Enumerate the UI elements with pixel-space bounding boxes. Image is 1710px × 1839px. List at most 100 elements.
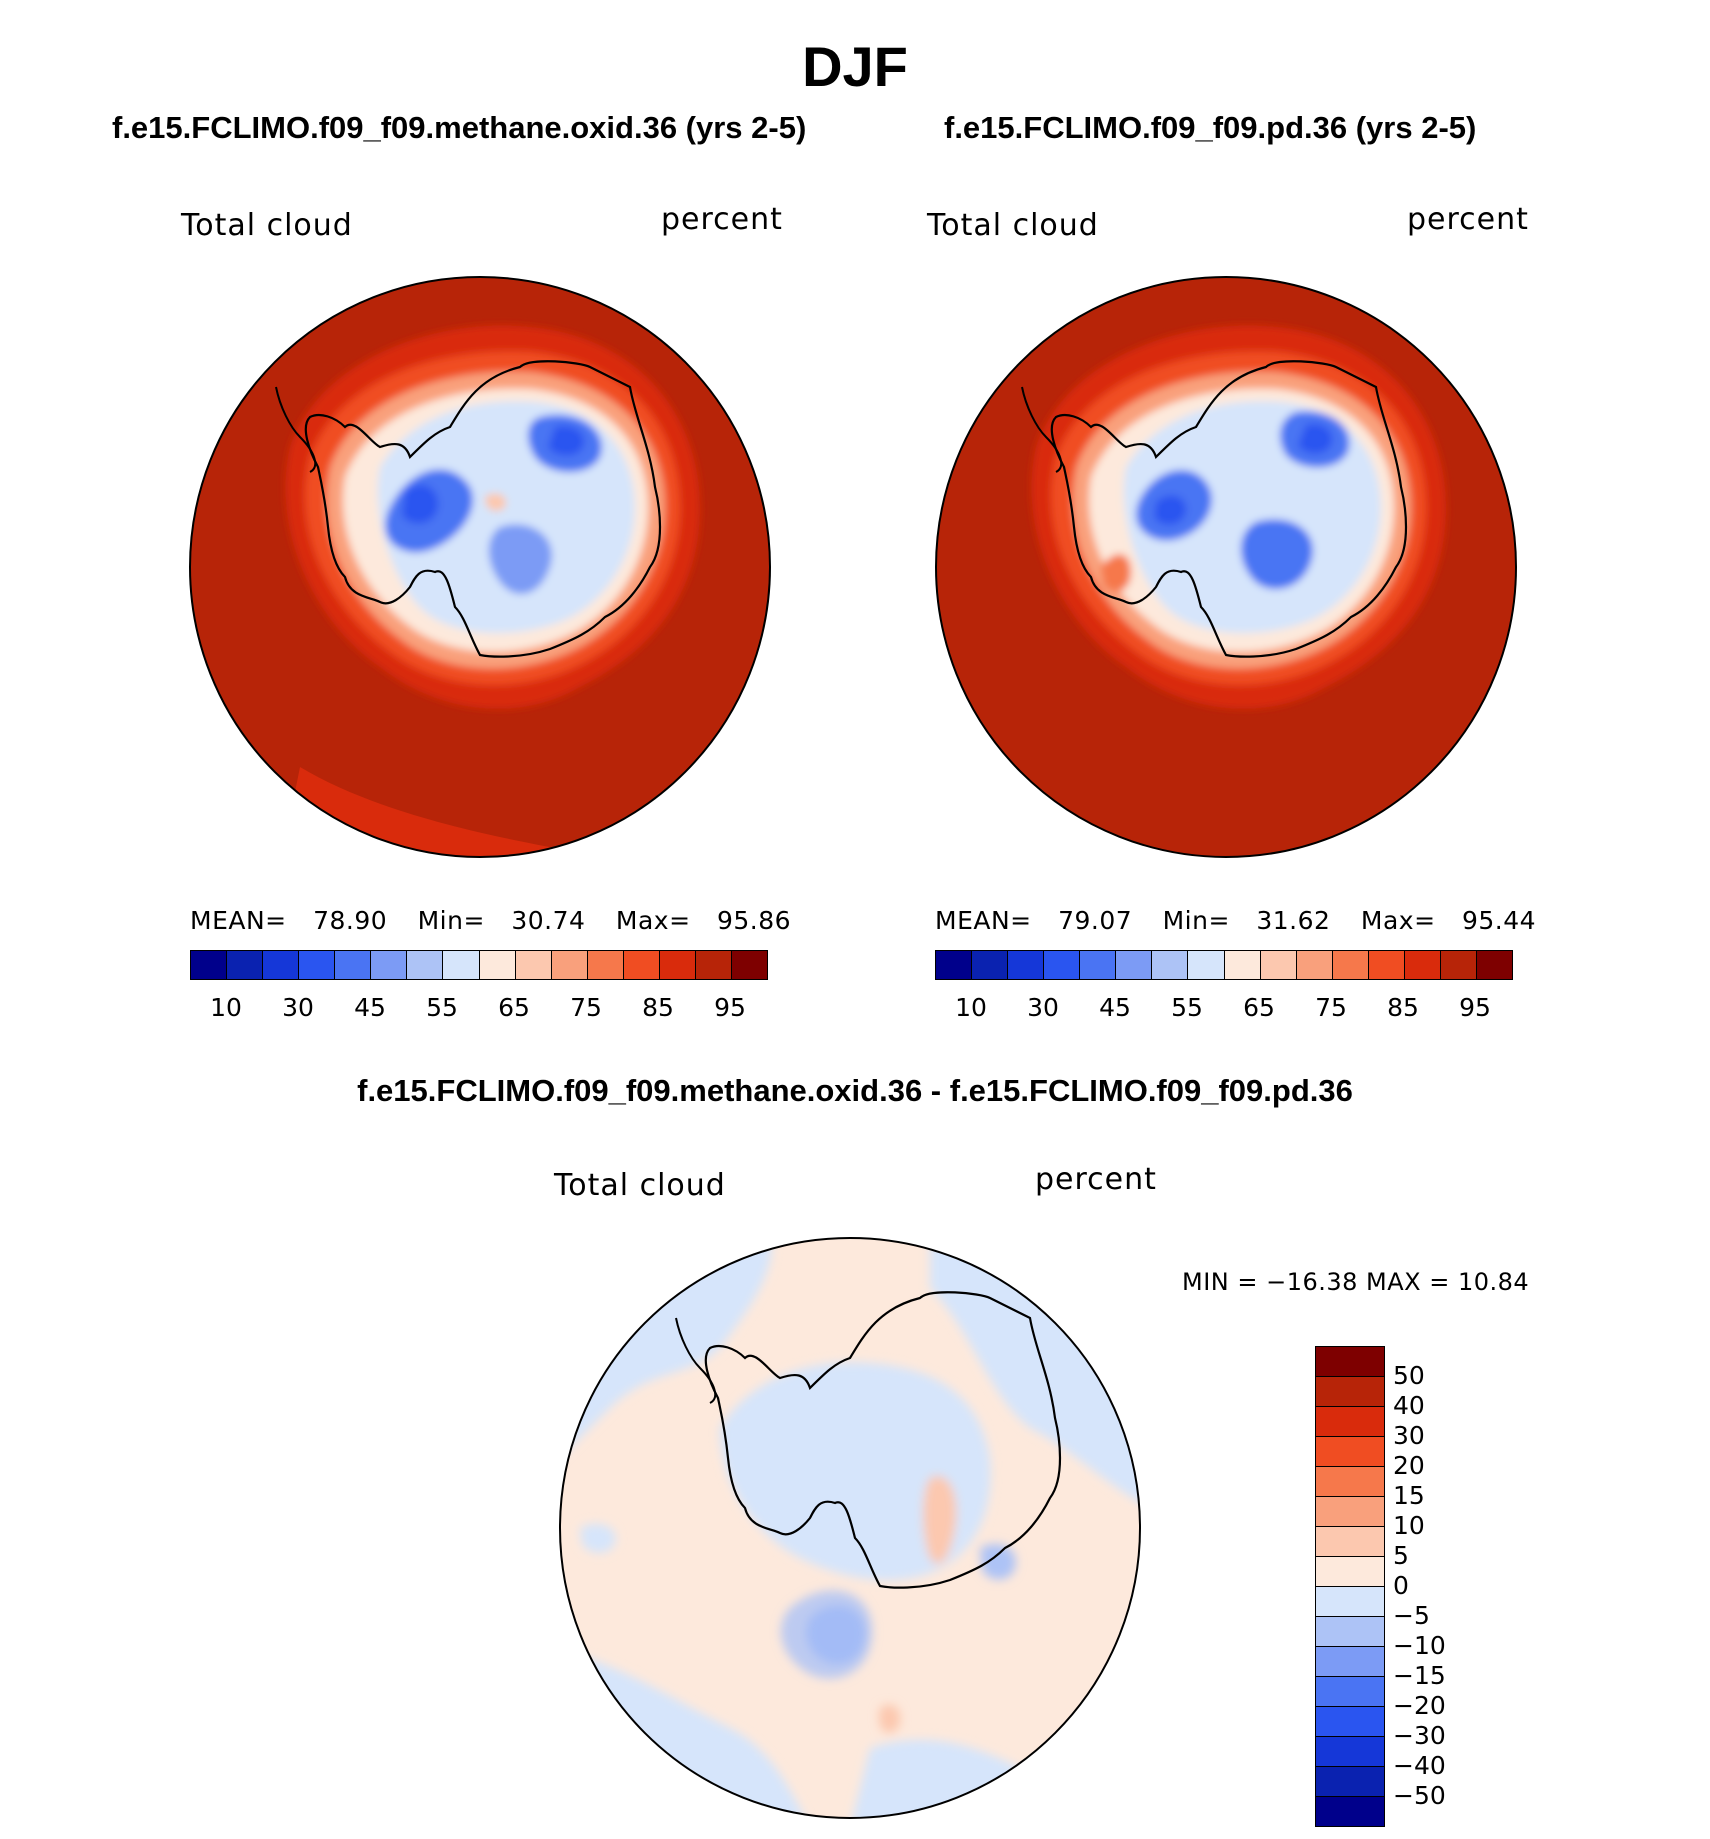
panel1-mean-label: MEAN= [190,906,287,935]
colorbar-tick-label: 30 [282,993,314,1022]
colorbar-swatch [1316,1767,1384,1797]
panel1-mean-value: 78.90 [313,906,388,935]
colorbar-swatch [1008,951,1045,979]
panel3-case-title: f.e15.FCLIMO.f09_f09.methane.oxid.36 - f… [357,1073,1353,1108]
colorbar-swatch [191,951,228,979]
panel1-polar-map [189,276,771,858]
colorbar-tick-label: 75 [570,993,602,1022]
colorbar-tick-label: −30 [1393,1721,1446,1750]
panel2-max-label: Max= [1360,906,1436,935]
colorbar-tick-label: 85 [642,993,674,1022]
colorbar-tick-label: 95 [714,993,746,1022]
panel3-polar-map [559,1237,1141,1819]
panel3-variable-label: Total cloud [554,1168,726,1203]
colorbar-tick-label: 65 [498,993,530,1022]
colorbar-swatch [1188,951,1225,979]
colorbar-swatch [1316,1587,1384,1617]
panel2-stats: MEAN= 79.07 Min= 31.62 Max= 95.44 [935,906,1536,935]
panel2-units-label: percent [1407,202,1529,237]
colorbar-swatch [1116,951,1153,979]
colorbar-swatch [551,951,588,979]
panel1-variable-label: Total cloud [181,208,353,243]
colorbar-tick-label: 0 [1393,1571,1409,1600]
colorbar-swatch [1316,1557,1384,1587]
colorbar-swatch [623,951,660,979]
colorbar-tick-label: −5 [1393,1601,1430,1630]
colorbar-swatch [972,951,1009,979]
colorbar-swatch [1316,1647,1384,1677]
colorbar-tick-label: −20 [1393,1691,1446,1720]
panel2-mean-label: MEAN= [935,906,1032,935]
colorbar-tick-label: 65 [1243,993,1275,1022]
colorbar-swatch [479,951,516,979]
colorbar-swatch [1224,951,1261,979]
panel3-units-label: percent [1035,1162,1157,1197]
colorbar-swatch [1316,1467,1384,1497]
panel2-mean-value: 79.07 [1058,906,1133,935]
colorbar-swatch [1368,951,1405,979]
colorbar-tick-label: 55 [1171,993,1203,1022]
panel1-colorbar [190,950,768,980]
panel2-min-value: 31.62 [1256,906,1331,935]
colorbar-swatch [936,951,973,979]
panel1-case-title: f.e15.FCLIMO.f09_f09.methane.oxid.36 (yr… [112,110,807,145]
colorbar-swatch [1316,1437,1384,1467]
colorbar-swatch [1316,1797,1384,1826]
colorbar-swatch [407,951,444,979]
figure-title: DJF [802,35,908,98]
colorbar-swatch [1316,1617,1384,1647]
panel1-colorbar-ticks: 10 30 45 55 65 75 85 95 [190,993,766,1023]
colorbar-swatch [659,951,696,979]
colorbar-tick-label: 40 [1393,1391,1425,1420]
colorbar-tick-label: −10 [1393,1631,1446,1660]
colorbar-swatch [1316,1347,1384,1377]
colorbar-tick-label: 10 [210,993,242,1022]
panel2-min-label: Min= [1162,906,1230,935]
colorbar-tick-label: −50 [1393,1781,1446,1810]
colorbar-swatch [1316,1497,1384,1527]
colorbar-tick-label: 10 [955,993,987,1022]
colorbar-swatch [1332,951,1369,979]
colorbar-swatch [263,951,300,979]
colorbar-swatch [587,951,624,979]
panel1-stats: MEAN= 78.90 Min= 30.74 Max= 95.86 [190,906,791,935]
colorbar-swatch [695,951,732,979]
colorbar-swatch [1316,1707,1384,1737]
colorbar-swatch [1260,951,1297,979]
panel1-units-label: percent [661,202,783,237]
panel1-min-label: Min= [417,906,485,935]
panel1-max-value: 95.86 [717,906,792,935]
colorbar-swatch [1316,1527,1384,1557]
colorbar-swatch [299,951,336,979]
colorbar-swatch [1404,951,1441,979]
colorbar-swatch [227,951,264,979]
colorbar-swatch [1316,1737,1384,1767]
colorbar-tick-label: −40 [1393,1751,1446,1780]
panel3-colorbar [1315,1346,1385,1827]
panel3-minmax: MIN = −16.38 MAX = 10.84 [1182,1268,1530,1296]
panel2-colorbar [935,950,1513,980]
colorbar-swatch [1080,951,1117,979]
colorbar-tick-label: 95 [1459,993,1491,1022]
panel2-polar-map [935,276,1517,858]
colorbar-tick-label: 45 [1099,993,1131,1022]
colorbar-swatch [1476,951,1512,979]
panel2-colorbar-ticks: 10 30 45 55 65 75 85 95 [935,993,1511,1023]
colorbar-swatch [1316,1377,1384,1407]
colorbar-tick-label: 45 [354,993,386,1022]
colorbar-tick-label: 30 [1027,993,1059,1022]
panel1-max-label: Max= [615,906,691,935]
colorbar-swatch [1316,1407,1384,1437]
colorbar-tick-label: 5 [1393,1541,1409,1570]
colorbar-tick-label: 10 [1393,1511,1425,1540]
colorbar-swatch [335,951,372,979]
colorbar-swatch [1296,951,1333,979]
panel2-variable-label: Total cloud [927,208,1099,243]
panel2-max-value: 95.44 [1462,906,1537,935]
colorbar-tick-label: 30 [1393,1421,1425,1450]
colorbar-tick-label: 85 [1387,993,1419,1022]
colorbar-swatch [515,951,552,979]
colorbar-tick-label: 55 [426,993,458,1022]
panel2-case-title: f.e15.FCLIMO.f09_f09.pd.36 (yrs 2-5) [944,110,1477,145]
colorbar-swatch [371,951,408,979]
